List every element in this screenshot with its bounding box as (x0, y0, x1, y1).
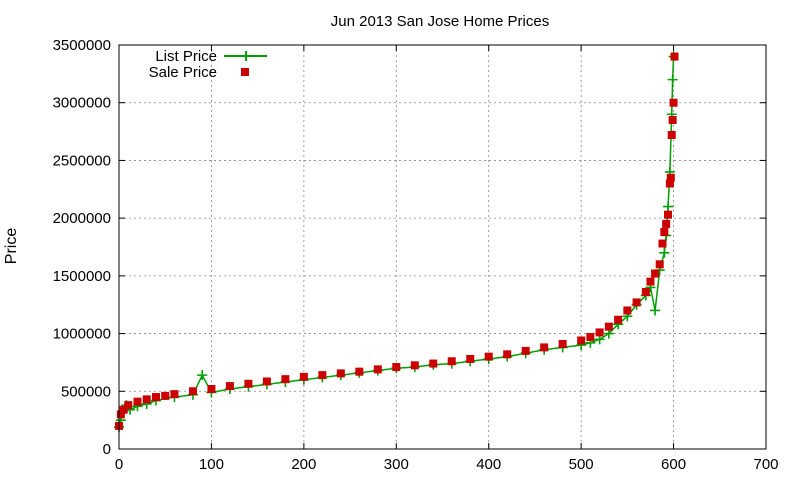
point-sale-price (664, 210, 673, 219)
point-sale-price (662, 219, 671, 228)
point-sale-price (521, 346, 530, 355)
point-sale-price (299, 372, 308, 381)
point-sale-price (142, 395, 151, 404)
y-tick-label: 3500000 (53, 37, 111, 54)
x-tick-label: 300 (384, 456, 409, 473)
point-sale-price (614, 315, 623, 324)
point-sale-price (336, 369, 345, 378)
point-sale-price (119, 405, 128, 414)
point-sale-price (665, 179, 674, 188)
x-tick-label: 400 (476, 456, 501, 473)
point-sale-price (392, 363, 401, 372)
x-tick-label: 600 (661, 456, 686, 473)
x-tick-label: 100 (199, 456, 224, 473)
point-list-price (650, 305, 661, 316)
point-sale-price (225, 382, 234, 391)
grid (119, 45, 766, 449)
plot-frame (118, 44, 767, 450)
y-tick-label: 2000000 (53, 210, 111, 227)
point-sale-price (632, 298, 641, 307)
y-tick-label: 0 (103, 441, 111, 458)
point-sale-price (355, 367, 364, 376)
point-sale-price (558, 339, 567, 348)
y-tick-label: 2500000 (53, 152, 111, 169)
point-sale-price (484, 352, 493, 361)
point-sale-price (466, 354, 475, 363)
point-sale-price (595, 328, 604, 337)
point-sale-price (655, 260, 664, 269)
point-sale-price (623, 306, 632, 315)
point-sale-price (658, 239, 667, 248)
y-tick-label: 1500000 (53, 268, 111, 285)
y-axis-label: Price (3, 228, 20, 265)
point-sale-price (668, 116, 677, 125)
x-tick-label: 0 (115, 456, 123, 473)
point-sale-price (651, 269, 660, 278)
point-sale-price (188, 387, 197, 396)
point-sale-price (447, 357, 456, 366)
x-tick-label: 500 (569, 456, 594, 473)
point-sale-price (660, 227, 669, 236)
y-tick-label: 3000000 (53, 95, 111, 112)
y-tick-label: 1000000 (53, 326, 111, 343)
point-sale-price (207, 384, 216, 393)
point-sale-price (666, 173, 675, 182)
point-list-price (197, 370, 208, 381)
chart-title: Jun 2013 San Jose Home Prices (331, 13, 549, 30)
point-list-price (667, 74, 678, 85)
point-sale-price (373, 365, 382, 374)
x-tick-label: 200 (291, 456, 316, 473)
point-sale-price (170, 390, 179, 399)
point-sale-price (133, 397, 142, 406)
point-sale-price (281, 375, 290, 384)
point-sale-price (318, 371, 327, 380)
point-sale-price (161, 391, 170, 400)
legend: List Price Sale Price (149, 48, 267, 81)
point-sale-price (540, 343, 549, 352)
y-tick-label: 500000 (61, 383, 111, 400)
point-sale-price (604, 322, 613, 331)
point-list-price (659, 247, 670, 258)
point-sale-price (262, 377, 271, 386)
x-tick-label: 700 (753, 456, 778, 473)
legend-marker-list-price (241, 51, 251, 61)
point-sale-price (586, 333, 595, 342)
point-list-price (663, 201, 674, 212)
point-sale-price (503, 350, 512, 359)
point-sale-price (151, 393, 160, 402)
point-sale-price (670, 52, 679, 61)
legend-label-list-price: List Price (155, 48, 217, 65)
point-sale-price (646, 277, 655, 286)
point-sale-price (669, 98, 678, 107)
legend-label-sale-price: Sale Price (149, 64, 217, 81)
y-axis: 0 500000 1000000 1500000 2000000 2500000 30000… (53, 37, 766, 458)
point-sale-price (244, 379, 253, 388)
point-sale-price (641, 288, 650, 297)
point-sale-price (124, 401, 133, 410)
x-axis: 0 100 200 300 400 500 600 700 (115, 45, 779, 473)
point-sale-price (116, 410, 125, 419)
point-sale-price (410, 361, 419, 370)
legend-marker-sale-price (241, 68, 249, 76)
point-sale-price (667, 131, 676, 140)
point-sale-price (429, 359, 438, 368)
point-sale-price (577, 336, 586, 345)
